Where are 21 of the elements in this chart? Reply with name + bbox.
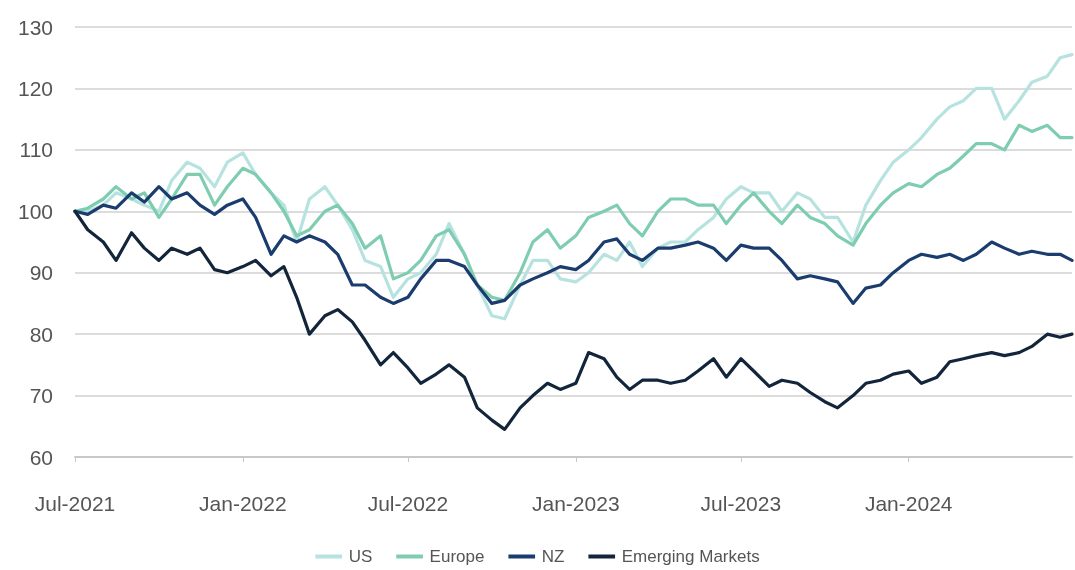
line-series (73, 123, 1074, 302)
legend-label: Emerging Markets (621, 547, 760, 566)
line-series (73, 209, 1074, 431)
x-tick-label: Jul-2021 (34, 492, 116, 515)
y-tick-label: 60 (29, 445, 53, 469)
line-series (73, 185, 1074, 306)
x-tick-label: Jan-2023 (531, 492, 620, 515)
y-tick-label: 110 (19, 138, 53, 162)
x-tick-label: Jan-2022 (199, 492, 287, 515)
y-tick-label: 70 (29, 384, 53, 408)
y-tick-label: 100 (17, 199, 53, 223)
legend-label: NZ (541, 547, 565, 566)
y-tick-label: 120 (17, 76, 53, 100)
y-tick-label: 90 (29, 261, 53, 285)
x-tick-label: Jul-2023 (700, 492, 782, 515)
y-tick-label: 80 (29, 322, 53, 346)
legend-label: Europe (429, 547, 485, 566)
legend-label: US (348, 547, 373, 566)
x-tick-label: Jul-2022 (367, 492, 449, 515)
x-tick-label: Jan-2024 (864, 492, 953, 515)
y-tick-label: 130 (17, 15, 53, 39)
